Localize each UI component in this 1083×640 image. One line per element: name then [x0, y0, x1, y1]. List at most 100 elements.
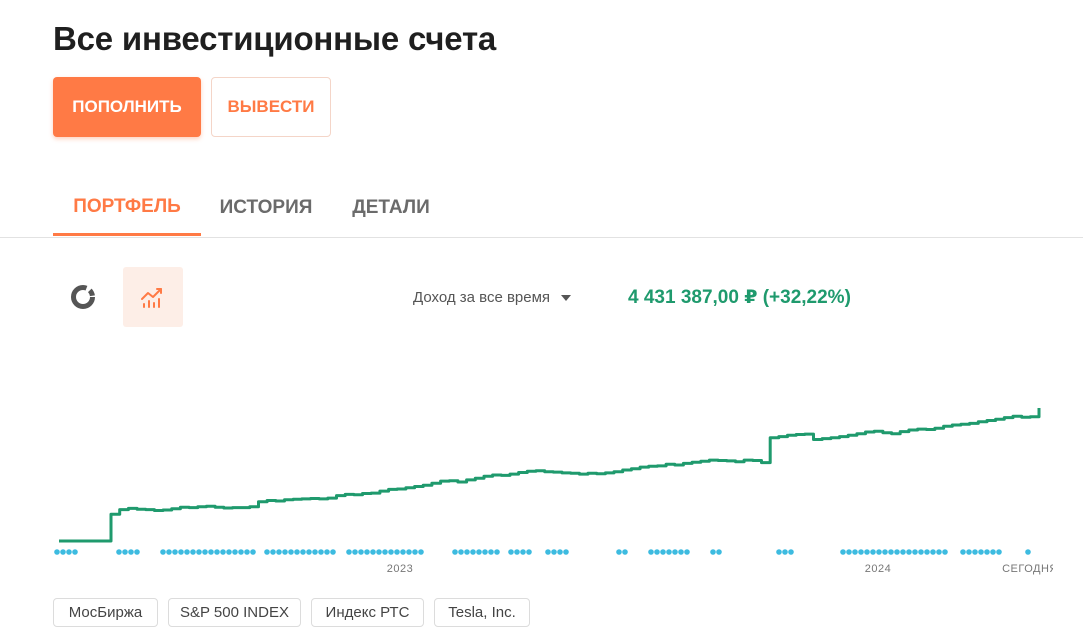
event-marker-dot[interactable] — [520, 549, 526, 555]
event-marker-dot[interactable] — [406, 549, 412, 555]
index-chip-rts[interactable]: Индекс РТС — [311, 598, 424, 627]
tab-details[interactable]: ДЕТАЛИ — [352, 197, 430, 218]
event-marker-dot[interactable] — [178, 549, 184, 555]
event-marker-dot[interactable] — [184, 549, 190, 555]
event-marker-dot[interactable] — [616, 549, 622, 555]
event-marker-dot[interactable] — [60, 549, 66, 555]
event-marker-dot[interactable] — [864, 549, 870, 555]
event-marker-dot[interactable] — [840, 549, 846, 555]
event-marker-dot[interactable] — [1025, 549, 1031, 555]
event-marker-dot[interactable] — [128, 549, 134, 555]
event-marker-dot[interactable] — [716, 549, 722, 555]
event-marker-dot[interactable] — [172, 549, 178, 555]
deposit-button[interactable]: ПОПОЛНИТЬ — [53, 77, 201, 137]
event-marker-dot[interactable] — [226, 549, 232, 555]
event-marker-dot[interactable] — [888, 549, 894, 555]
event-marker-dot[interactable] — [508, 549, 514, 555]
event-marker-dot[interactable] — [238, 549, 244, 555]
event-marker-dot[interactable] — [482, 549, 488, 555]
event-marker-dot[interactable] — [545, 549, 551, 555]
event-marker-dot[interactable] — [882, 549, 888, 555]
event-marker-dot[interactable] — [912, 549, 918, 555]
event-marker-dot[interactable] — [394, 549, 400, 555]
event-marker-dot[interactable] — [990, 549, 996, 555]
event-marker-dot[interactable] — [666, 549, 672, 555]
tab-portfolio[interactable]: ПОРТФЕЛЬ — [53, 180, 201, 236]
event-marker-dot[interactable] — [894, 549, 900, 555]
event-marker-dot[interactable] — [654, 549, 660, 555]
event-marker-dot[interactable] — [166, 549, 172, 555]
period-selector[interactable]: Доход за все время — [413, 289, 572, 306]
event-marker-dot[interactable] — [876, 549, 882, 555]
index-chip-sp500[interactable]: S&P 500 INDEX — [168, 598, 301, 627]
event-marker-dot[interactable] — [918, 549, 924, 555]
tab-history[interactable]: ИСТОРИЯ — [219, 197, 313, 218]
event-marker-dot[interactable] — [306, 549, 312, 555]
event-marker-dot[interactable] — [412, 549, 418, 555]
event-marker-dot[interactable] — [294, 549, 300, 555]
event-marker-dot[interactable] — [672, 549, 678, 555]
event-marker-dot[interactable] — [782, 549, 788, 555]
event-marker-dot[interactable] — [563, 549, 569, 555]
event-marker-dot[interactable] — [494, 549, 500, 555]
event-marker-dot[interactable] — [282, 549, 288, 555]
event-marker-dot[interactable] — [196, 549, 202, 555]
event-marker-dot[interactable] — [190, 549, 196, 555]
event-marker-dot[interactable] — [978, 549, 984, 555]
event-marker-dot[interactable] — [232, 549, 238, 555]
event-marker-dot[interactable] — [364, 549, 370, 555]
event-marker-dot[interactable] — [996, 549, 1002, 555]
event-marker-dot[interactable] — [312, 549, 318, 555]
event-marker-dot[interactable] — [160, 549, 166, 555]
event-marker-dot[interactable] — [72, 549, 78, 555]
event-marker-dot[interactable] — [622, 549, 628, 555]
event-marker-dot[interactable] — [202, 549, 208, 555]
event-marker-dot[interactable] — [244, 549, 250, 555]
event-marker-dot[interactable] — [324, 549, 330, 555]
event-marker-dot[interactable] — [930, 549, 936, 555]
event-marker-dot[interactable] — [870, 549, 876, 555]
event-marker-dot[interactable] — [400, 549, 406, 555]
event-marker-dot[interactable] — [858, 549, 864, 555]
event-marker-dot[interactable] — [452, 549, 458, 555]
event-marker-dot[interactable] — [250, 549, 256, 555]
event-marker-dot[interactable] — [776, 549, 782, 555]
event-marker-dot[interactable] — [270, 549, 276, 555]
index-chip-tesla[interactable]: Tesla, Inc. — [434, 598, 530, 627]
line-view-button[interactable] — [123, 267, 183, 327]
event-marker-dot[interactable] — [488, 549, 494, 555]
event-marker-dot[interactable] — [358, 549, 364, 555]
event-marker-dot[interactable] — [966, 549, 972, 555]
event-marker-dot[interactable] — [470, 549, 476, 555]
event-marker-dot[interactable] — [846, 549, 852, 555]
event-marker-dot[interactable] — [710, 549, 716, 555]
event-marker-dot[interactable] — [276, 549, 282, 555]
event-marker-dot[interactable] — [984, 549, 990, 555]
event-marker-dot[interactable] — [220, 549, 226, 555]
event-marker-dot[interactable] — [936, 549, 942, 555]
event-marker-dot[interactable] — [557, 549, 563, 555]
event-marker-dot[interactable] — [678, 549, 684, 555]
event-marker-dot[interactable] — [376, 549, 382, 555]
event-marker-dot[interactable] — [464, 549, 470, 555]
event-marker-dot[interactable] — [116, 549, 122, 555]
event-marker-dot[interactable] — [370, 549, 376, 555]
event-marker-dot[interactable] — [54, 549, 60, 555]
event-marker-dot[interactable] — [382, 549, 388, 555]
event-marker-dot[interactable] — [318, 549, 324, 555]
event-marker-dot[interactable] — [972, 549, 978, 555]
event-marker-dot[interactable] — [330, 549, 336, 555]
event-marker-dot[interactable] — [476, 549, 482, 555]
event-marker-dot[interactable] — [900, 549, 906, 555]
event-marker-dot[interactable] — [388, 549, 394, 555]
event-marker-dot[interactable] — [526, 549, 532, 555]
event-marker-dot[interactable] — [346, 549, 352, 555]
event-marker-dot[interactable] — [352, 549, 358, 555]
event-marker-dot[interactable] — [514, 549, 520, 555]
event-marker-dot[interactable] — [122, 549, 128, 555]
event-marker-dot[interactable] — [684, 549, 690, 555]
event-marker-dot[interactable] — [924, 549, 930, 555]
event-marker-dot[interactable] — [300, 549, 306, 555]
event-marker-dot[interactable] — [551, 549, 557, 555]
event-marker-dot[interactable] — [134, 549, 140, 555]
